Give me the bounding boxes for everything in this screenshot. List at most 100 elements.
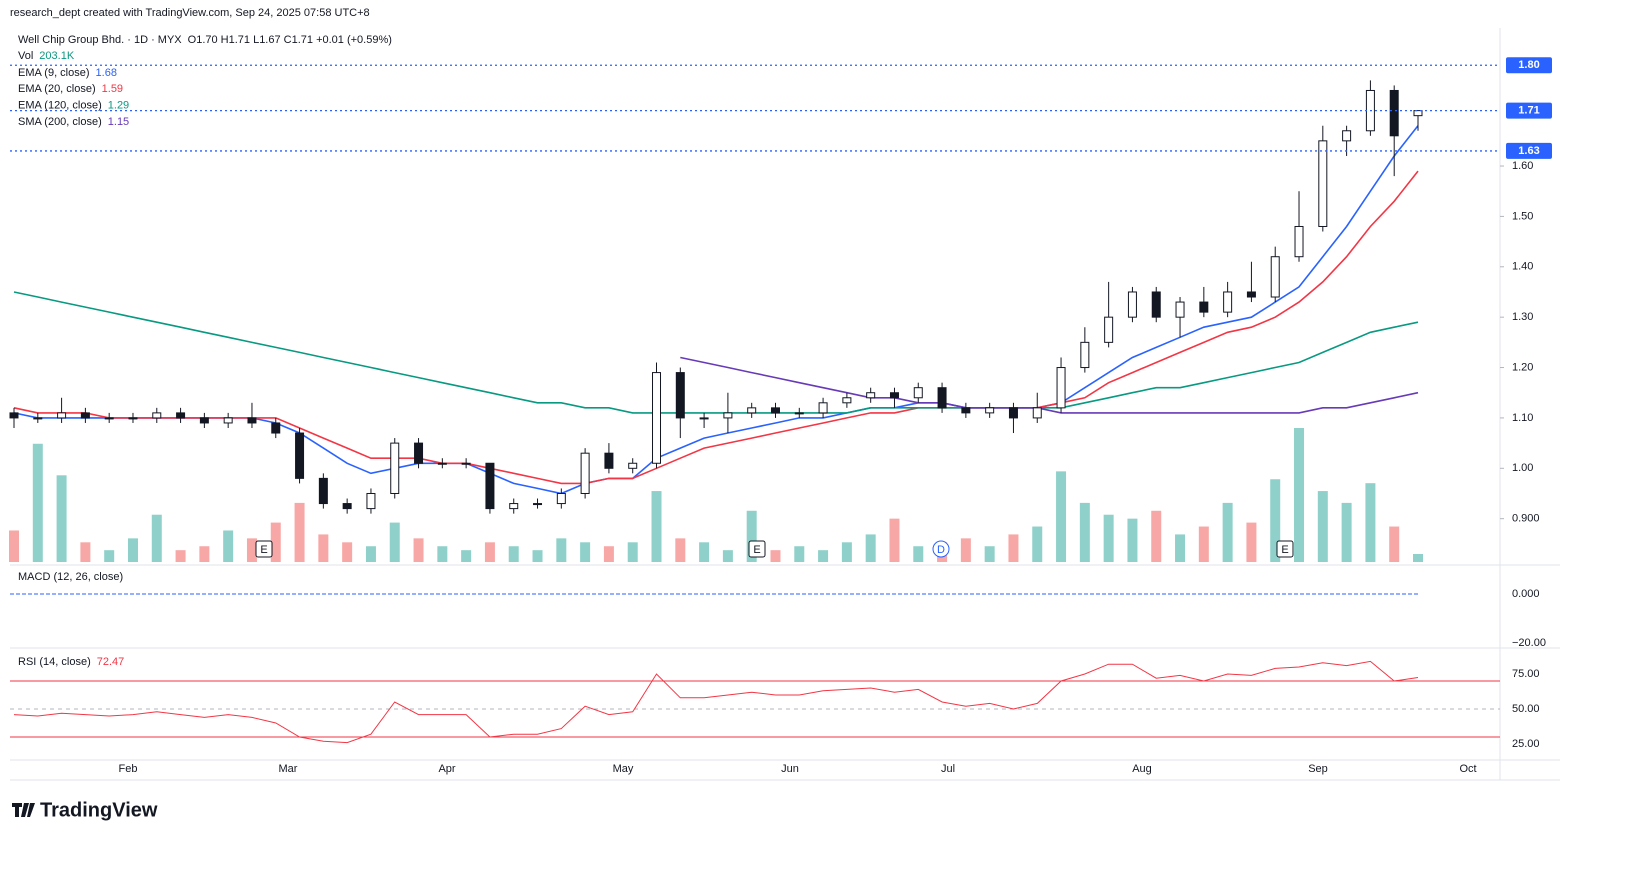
candle-body — [699, 417, 709, 420]
x-tick-label: Sep — [1308, 763, 1328, 775]
candle — [580, 448, 590, 499]
candle — [937, 382, 947, 413]
volume-bar — [818, 550, 829, 562]
volume-bar — [318, 534, 329, 562]
candle-body — [1008, 407, 1018, 419]
y-tick-label: 1.60 — [1512, 160, 1533, 172]
volume-bar — [32, 443, 43, 562]
volume-bar — [627, 542, 638, 562]
candle — [342, 498, 352, 514]
candle — [1056, 357, 1066, 413]
candle-body — [580, 452, 590, 494]
volume-bar — [56, 475, 67, 562]
candle — [628, 458, 638, 474]
volume-bar — [80, 542, 91, 562]
candle-body — [1175, 301, 1185, 318]
candle-body — [652, 372, 662, 464]
rsi-line — [13, 660, 1419, 744]
candle-body — [1270, 256, 1280, 298]
candle-body — [723, 412, 733, 419]
volume-bar — [151, 514, 162, 562]
candle-body — [1127, 291, 1137, 318]
candle — [604, 443, 614, 474]
candle — [770, 402, 780, 418]
candle — [1246, 261, 1256, 303]
volume-bar — [960, 538, 971, 562]
candle — [199, 412, 209, 428]
candle — [461, 458, 471, 469]
candle — [57, 397, 67, 423]
volume-bar — [175, 550, 186, 562]
candle-body — [533, 503, 543, 506]
volume-bar — [508, 546, 519, 562]
y-tick-label: 0.000 — [1512, 588, 1540, 600]
logo-text: TradingView — [40, 799, 158, 821]
candle-body — [1342, 130, 1352, 142]
candle — [295, 427, 305, 484]
volume-bar — [413, 538, 424, 562]
candle — [533, 498, 543, 509]
y-tick-label: 75.00 — [1512, 668, 1540, 680]
candle-body — [461, 462, 471, 465]
x-tick-label: Jul — [941, 763, 955, 775]
candle — [485, 462, 495, 514]
candle-body — [1056, 367, 1066, 409]
volume-bar — [342, 542, 353, 562]
x-tick-label: Oct — [1459, 763, 1476, 775]
candle-body — [390, 442, 400, 494]
candle — [1032, 392, 1042, 423]
candle-body — [342, 503, 352, 510]
candle — [437, 458, 447, 469]
candle — [1080, 327, 1090, 373]
event-label: E — [1281, 544, 1288, 556]
event-marker — [255, 540, 273, 558]
volume-bar — [841, 542, 852, 562]
candle-body — [1389, 89, 1399, 137]
candle-body — [414, 442, 424, 464]
candle — [318, 473, 328, 509]
volume-bar — [1389, 526, 1400, 562]
candle — [1389, 85, 1399, 177]
candle-body — [271, 422, 281, 434]
event-label: E — [260, 544, 267, 556]
candle — [1127, 286, 1137, 323]
volume-bar — [484, 542, 495, 562]
volume-bar — [1222, 502, 1233, 562]
price-label: 1.63 — [1518, 145, 1539, 157]
event-label: E — [753, 544, 760, 556]
event-marker — [1276, 540, 1294, 558]
candle — [80, 407, 90, 423]
volume-bar — [294, 502, 305, 562]
volume-bar — [127, 538, 138, 562]
candle — [1294, 191, 1304, 262]
x-tick-label: Feb — [119, 763, 138, 775]
candle-body — [509, 503, 519, 510]
volume-bar — [1056, 471, 1067, 562]
volume-bar — [770, 550, 781, 562]
volume-bar — [9, 530, 19, 562]
candle — [1199, 286, 1209, 318]
volume-bar — [603, 546, 614, 562]
candle — [1270, 246, 1280, 303]
candle — [675, 367, 685, 439]
legend-name: EMA (120, close) — [18, 100, 102, 112]
volume-bar — [1365, 483, 1376, 562]
candle — [509, 498, 519, 514]
candle — [33, 412, 43, 423]
y-tick-label: −20.00 — [1512, 637, 1546, 649]
price-label-box — [1506, 142, 1552, 159]
candle — [913, 382, 923, 403]
volume-bar — [1175, 534, 1186, 562]
candle — [889, 387, 899, 408]
candle — [271, 417, 281, 439]
candle — [723, 392, 733, 434]
y-tick-label: 1.00 — [1512, 462, 1533, 474]
volume-bar — [104, 550, 115, 562]
candle-body — [199, 417, 209, 424]
logo-icon — [12, 803, 35, 817]
candle — [1104, 281, 1114, 348]
candle-body — [437, 462, 447, 465]
candle-body — [1413, 110, 1423, 117]
price-label-box — [1506, 102, 1552, 119]
